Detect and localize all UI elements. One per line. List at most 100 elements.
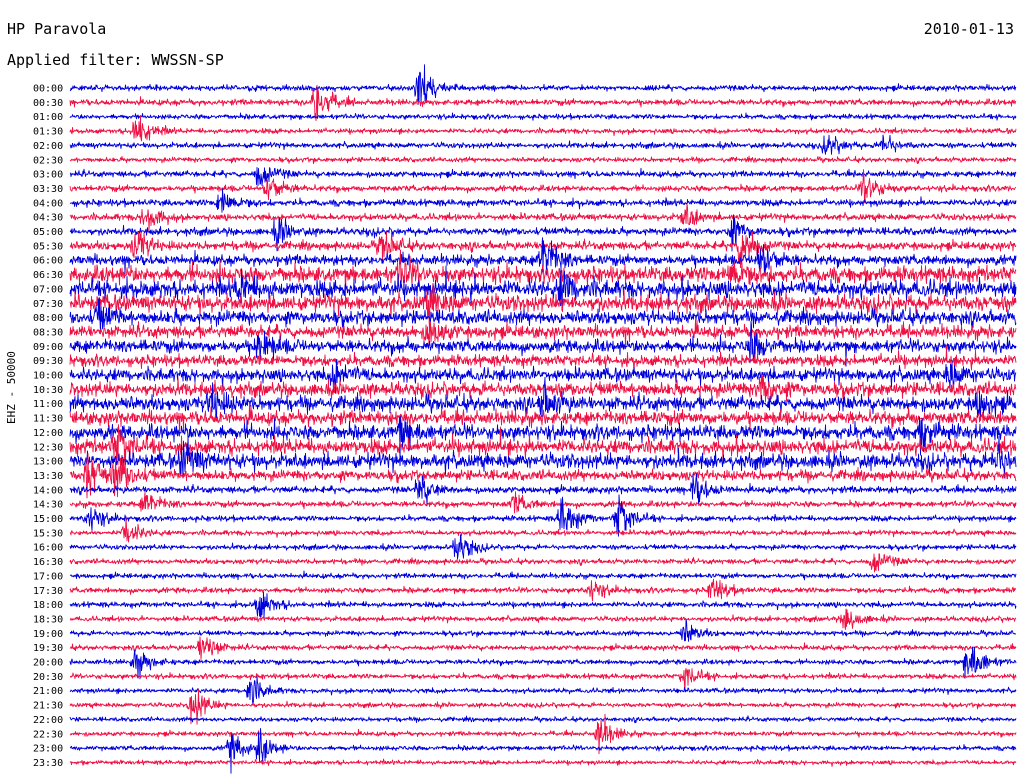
trace-0800 [69,297,1017,334]
time-label: 05:30 [33,241,63,252]
time-label: 06:00 [33,256,63,267]
time-label: 21:00 [33,686,63,697]
trace-2030 [69,667,1017,690]
time-label: 20:00 [33,658,63,669]
time-label: 01:00 [33,112,63,123]
trace-0700 [69,265,1017,311]
time-label: 11:00 [33,399,63,410]
trace-1800 [69,591,1017,619]
time-label: 14:30 [33,500,63,511]
trace-2000 [69,646,1017,680]
trace-0730 [69,283,1017,334]
trace-1100 [69,376,1017,420]
trace-1130 [69,404,1017,437]
trace-0930 [69,345,1017,372]
filter-label: Applied filter: WWSSN-SP [7,51,224,69]
time-label: 12:00 [33,428,63,439]
time-label: 14:00 [33,485,63,496]
time-label: 05:00 [33,227,63,238]
trace-1900 [69,619,1016,642]
trace-0030 [69,84,1017,122]
time-label: 16:00 [33,543,63,554]
time-label: 16:30 [33,557,63,568]
trace-0200 [69,134,1017,155]
trace-1500 [69,494,1017,537]
time-label: 10:00 [33,371,63,382]
trace-1200 [69,416,1017,464]
time-label: 13:00 [33,457,63,468]
trace-2100 [69,675,1017,706]
trace-0230 [69,155,1017,165]
trace-0600 [69,237,1017,276]
trace-1530 [69,517,1017,543]
time-label: 08:00 [33,313,63,324]
time-label: 19:00 [33,629,63,640]
trace-1830 [69,608,1017,630]
trace-2230 [69,713,1017,755]
trace-1630 [69,553,1017,573]
time-label: 06:30 [33,270,63,281]
time-label: 07:00 [33,284,63,295]
time-label: 15:30 [33,528,63,539]
trace-2130 [69,688,1017,725]
trace-2300 [70,727,1017,774]
trace-1400 [69,473,1017,507]
time-label: 23:30 [33,758,63,769]
time-label: 00:00 [33,84,63,95]
time-label: 17:30 [33,586,63,597]
time-label: 18:00 [33,600,63,611]
trace-0830 [69,319,1017,350]
trace-1330 [69,453,1017,499]
trace-0400 [69,188,1017,213]
trace-0900 [69,320,1017,367]
trace-0430 [69,203,1017,232]
time-label: 12:30 [33,442,63,453]
time-label: 09:30 [33,356,63,367]
time-label: 01:30 [33,127,63,138]
trace-0630 [69,249,1017,301]
time-label: 19:30 [33,643,63,654]
trace-2330 [69,758,1017,767]
time-label: 03:30 [33,184,63,195]
trace-1600 [69,534,1017,560]
time-label-group: 00:00 00:30 01:00 01:30 02:00 02:30 03:00 03:30… [33,84,63,769]
time-label: 10:30 [33,385,63,396]
time-label: 02:00 [33,141,63,152]
trace-1030 [69,373,1017,403]
time-label: 13:30 [33,471,63,482]
trace-1230 [69,424,1017,466]
date-label: 2010-01-13 [923,20,1014,38]
time-label: 22:30 [33,729,63,740]
time-label: 17:00 [33,571,63,582]
trace-2200 [69,715,1017,724]
time-label: 04:00 [33,198,63,209]
station-title: HP Paravola [7,20,107,38]
time-label: 00:30 [33,98,63,109]
trace-1730 [69,578,1017,602]
trace-1300 [69,435,1017,479]
time-label: 15:00 [33,514,63,525]
time-label: 09:00 [33,342,63,353]
time-label: 20:30 [33,672,63,683]
time-label: 03:00 [33,170,63,181]
trace-group [69,64,1017,774]
trace-1000 [69,359,1017,394]
time-label: 11:30 [33,414,63,425]
trace-0500 [69,214,1017,252]
trace-1700 [69,570,1017,581]
trace-1930 [69,636,1017,660]
trace-0330 [69,169,1017,204]
trace-1430 [69,491,1017,514]
time-label: 02:30 [33,155,63,166]
time-label: 18:30 [33,614,63,625]
time-label: 07:30 [33,299,63,310]
trace-0100 [69,112,1017,121]
time-label: 04:30 [33,213,63,224]
time-label: 08:30 [33,327,63,338]
trace-0130 [69,115,1017,142]
time-label: 22:00 [33,715,63,726]
time-label: 21:30 [33,701,63,712]
time-label: 23:00 [33,744,63,755]
trace-0000 [69,64,1017,106]
